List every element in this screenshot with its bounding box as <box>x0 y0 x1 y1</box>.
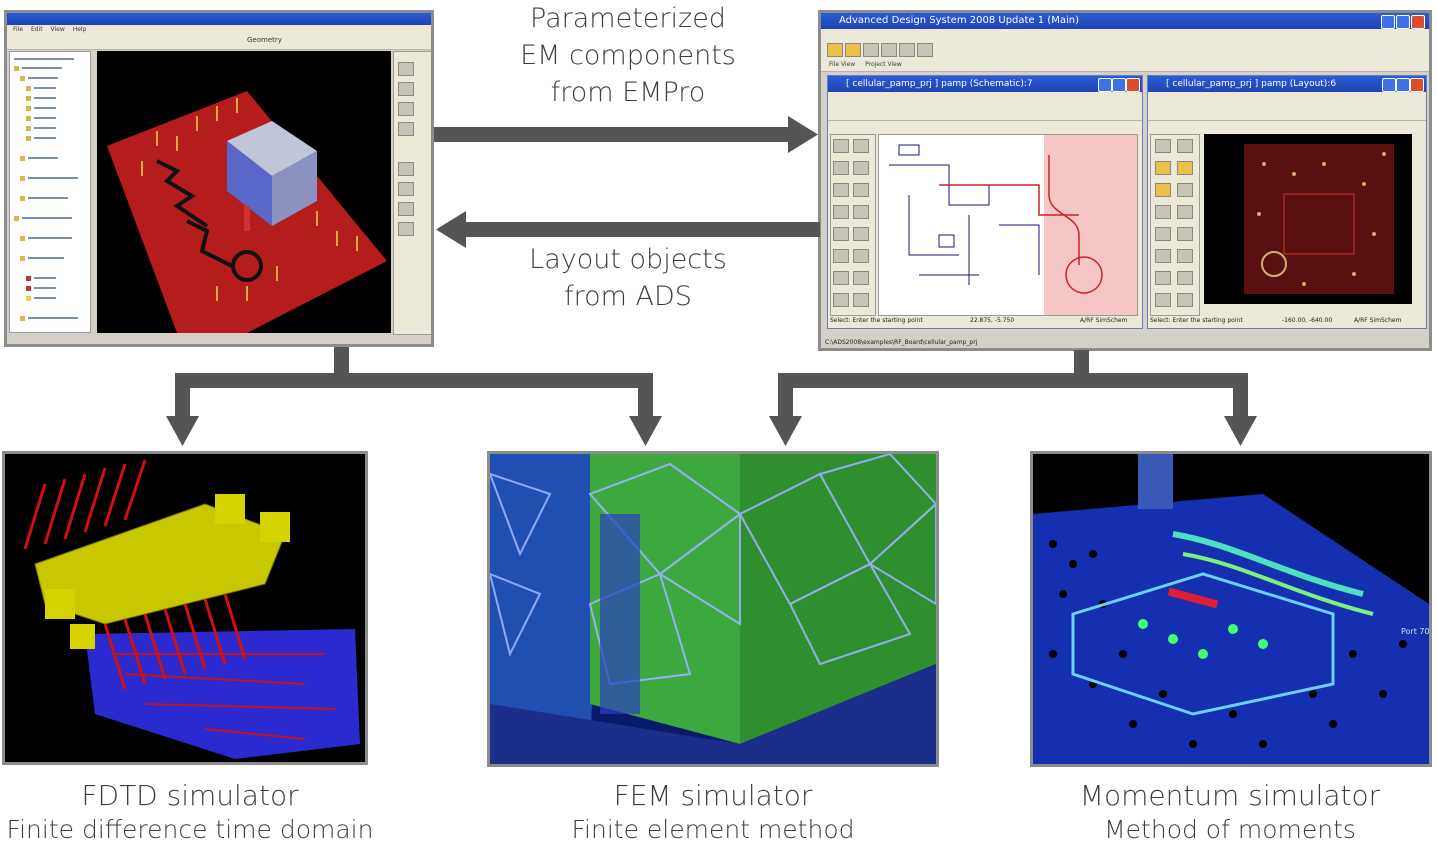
layout-status: Select: Enter the starting point <box>1150 317 1243 324</box>
arrow-label-line: Layout objects <box>529 244 727 275</box>
schematic-mode: A/RF SimSchem <box>1080 317 1128 324</box>
fem-title: FEM simulator <box>613 779 813 812</box>
menu-file[interactable]: File <box>13 26 24 33</box>
momentum-port-label: Port 70 <box>1401 627 1429 636</box>
ads-path-bar: C:\ADS2008\examples\RF_Board\cellular_pa… <box>825 339 978 346</box>
schematic-drawing <box>889 135 1137 315</box>
arrow-to-ads-head <box>788 116 818 153</box>
maximize-button[interactable] <box>1396 15 1410 29</box>
arrow-to-fem-from-ads-head <box>769 416 802 446</box>
layout-title: [ cellular_pamp_prj ] pamp (Layout):6 <box>1166 79 1337 89</box>
schematic-status: Select: Enter the starting point <box>830 317 923 324</box>
layout-status-bar: Select: Enter the starting point -160.00… <box>1150 315 1422 326</box>
schematic-coords: 22.875, -5.750 <box>970 317 1015 324</box>
fem-image <box>490 454 936 764</box>
ads-screenshot: Advanced Design System 2008 Update 1 (Ma… <box>818 10 1432 351</box>
arrow-to-fdtd-head <box>166 416 199 446</box>
arrow-to-ads-shaft <box>434 127 790 142</box>
layout-coords: -160.00, -640.00 <box>1282 317 1333 324</box>
schematic-close-button[interactable] <box>1126 78 1140 92</box>
empro-board-render <box>107 91 387 333</box>
schematic-canvas[interactable] <box>878 134 1138 316</box>
tab-project-view[interactable]: Project View <box>865 61 902 68</box>
project-tree-panel[interactable] <box>9 51 91 333</box>
menu-view[interactable]: View <box>50 26 65 33</box>
arrow-to-fem-from-empro-head <box>629 416 662 446</box>
arrow-label-parameterized: Parameterized EM components from EMPro <box>500 0 756 111</box>
arrow-to-empro-shaft <box>466 222 820 237</box>
fem-subtitle: Finite element method <box>571 815 855 844</box>
fdtd-subtitle: Finite difference time domain <box>6 815 374 844</box>
arrow-label-line: from EMPro <box>550 77 706 108</box>
menu-help[interactable]: Help <box>72 26 87 33</box>
arrow-label-layout-objects: Layout objects from ADS <box>500 241 756 315</box>
empro-side-toolbar[interactable] <box>393 51 431 335</box>
schematic-title-bar: [ cellular_pamp_prj ] pamp (Schematic):7 <box>828 76 1142 92</box>
schematic-maximize-button[interactable] <box>1112 78 1126 92</box>
arrow-label-line: from ADS <box>564 281 692 312</box>
empro-title-bar <box>7 13 431 25</box>
layout-close-button[interactable] <box>1410 78 1424 92</box>
schematic-title: [ cellular_pamp_prj ] pamp (Schematic):7 <box>846 79 1033 89</box>
empro-screenshot: File Edit View Help Geometry <box>4 10 434 347</box>
fem-caption: FEM simulator Finite element method <box>513 778 913 846</box>
schematic-minimize-button[interactable] <box>1098 78 1112 92</box>
momentum-title: Momentum simulator <box>1079 779 1381 812</box>
layout-drawing <box>1244 144 1394 294</box>
layout-minimize-button[interactable] <box>1382 78 1396 92</box>
fdtd-render <box>2 451 368 765</box>
arrow-label-line: Parameterized <box>530 3 726 34</box>
empro-3d-viewport[interactable] <box>97 51 391 333</box>
menu-edit[interactable]: Edit <box>30 26 43 33</box>
layout-canvas[interactable] <box>1204 134 1412 304</box>
layout-maximize-button[interactable] <box>1396 78 1410 92</box>
layout-window: [ cellular_pamp_prj ] pamp (Layout):6 <box>1147 75 1427 329</box>
schematic-palette[interactable] <box>830 134 876 316</box>
fdtd-title: FDTD simulator <box>81 779 299 812</box>
layout-title-bar: [ cellular_pamp_prj ] pamp (Layout):6 <box>1148 76 1426 92</box>
ads-main-tabs: File View Project View <box>821 59 1429 72</box>
layout-mode: A/RF SimSchem <box>1354 317 1402 324</box>
fdtd-image <box>23 459 360 759</box>
momentum-subtitle: Method of moments <box>1104 815 1356 844</box>
ads-title-bar: Advanced Design System 2008 Update 1 (Ma… <box>821 13 1429 29</box>
ads-title: Advanced Design System 2008 Update 1 (Ma… <box>839 15 1079 26</box>
arrow-label-line: EM components <box>520 40 736 71</box>
empro-toolbar: Geometry <box>7 35 431 50</box>
momentum-render: Port 70 <box>1030 451 1432 767</box>
arrow-to-momentum-head <box>1224 416 1257 446</box>
arrow-to-empro-head <box>436 211 466 248</box>
fdtd-caption: FDTD simulator Finite difference time do… <box>0 778 380 846</box>
momentum-caption: Momentum simulator Method of moments <box>1030 778 1430 846</box>
momentum-image: Port 70 <box>1033 454 1429 764</box>
minimize-button[interactable] <box>1381 15 1395 29</box>
fem-render <box>487 451 939 767</box>
schematic-window: [ cellular_pamp_prj ] pamp (Schematic):7 <box>827 75 1143 329</box>
layout-palette[interactable] <box>1150 134 1200 316</box>
schematic-status-bar: Select: Enter the starting point 22.875,… <box>830 315 1138 326</box>
tab-file-view[interactable]: File View <box>829 61 856 68</box>
close-button[interactable] <box>1411 15 1425 29</box>
geometry-toolbar-title: Geometry <box>247 36 282 44</box>
